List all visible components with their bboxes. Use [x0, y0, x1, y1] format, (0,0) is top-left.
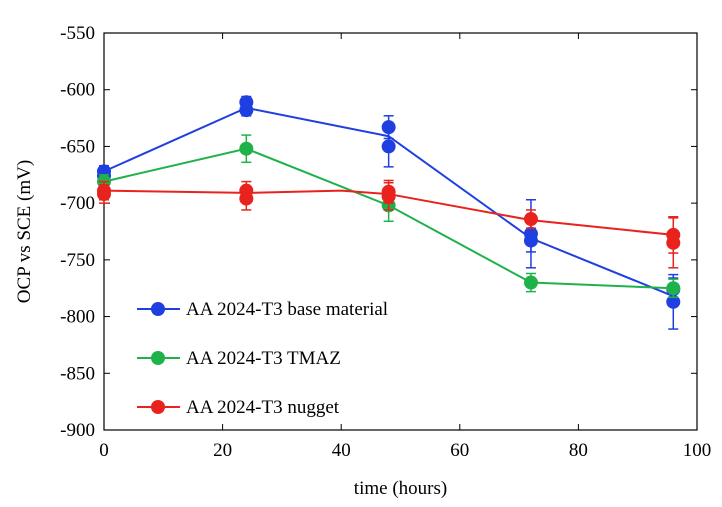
data-point [239, 103, 254, 118]
data-point [381, 120, 396, 135]
legend-swatch-marker [151, 302, 165, 316]
y-tick-label: -600 [60, 80, 95, 101]
y-axis-title: OCP vs SCE (mV) [14, 160, 35, 303]
plot-area [103, 32, 698, 431]
x-tick-label: 100 [683, 440, 712, 461]
x-tick-label: 40 [332, 440, 351, 461]
data-point [97, 187, 111, 202]
data-point [523, 233, 538, 248]
data-point [523, 212, 538, 227]
y-tick-label: -750 [60, 250, 95, 271]
data-point [666, 281, 681, 296]
series-line [103, 189, 674, 236]
x-axis-title: time (hours) [354, 478, 447, 499]
x-tick-label: 20 [213, 440, 232, 461]
y-tick-label: -900 [60, 420, 95, 441]
plot-frame [103, 32, 698, 431]
y-tick-label: -850 [60, 363, 95, 384]
y-tick-label: -800 [60, 307, 95, 328]
y-tick-label: -650 [60, 136, 95, 157]
data-point [239, 141, 254, 156]
data-point [381, 189, 396, 204]
series-2 [97, 179, 681, 269]
legend-entry-label: AA 2024-T3 base material [186, 299, 388, 320]
legend-swatch-marker [151, 400, 165, 414]
legend-entry-label: AA 2024-T3 TMAZ [186, 348, 341, 369]
y-tick-label: -550 [60, 23, 95, 44]
axis-ticks: -900 -850 -800 -750 -700 -650 -600 -550 0 20 40 60 8… [60, 23, 711, 461]
x-tick-label: 0 [99, 440, 109, 461]
data-point [381, 139, 396, 154]
series-layer [97, 95, 681, 330]
data-point [523, 275, 538, 290]
x-tick-label: 60 [450, 440, 469, 461]
x-tick-label: 80 [569, 440, 588, 461]
data-point [239, 191, 254, 206]
legend-swatch-marker [151, 351, 165, 365]
data-point [666, 235, 681, 250]
legend-entry-label: AA 2024-T3 nugget [186, 397, 340, 418]
y-tick-label: -700 [60, 193, 95, 214]
data-point [666, 294, 681, 309]
legend: AA 2024-T3 base material AA 2024-T3 TMAZ A… [137, 299, 388, 418]
